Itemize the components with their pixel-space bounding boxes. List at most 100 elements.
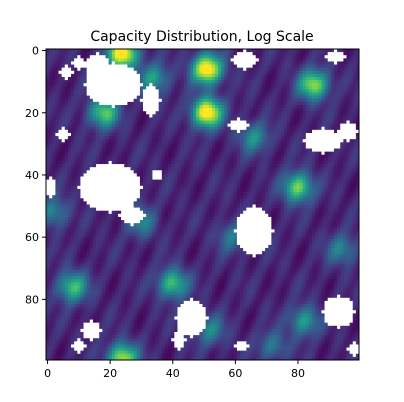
heatmap-cell: [171, 114, 175, 118]
heatmap-cell: [233, 145, 238, 149]
heatmap-cell: [287, 89, 291, 93]
heatmap-cell: [193, 160, 197, 165]
heatmap-cell: [280, 61, 285, 65]
heatmap-cell: [227, 132, 232, 137]
heatmap-cell: [67, 98, 72, 103]
heatmap-cell: [333, 132, 338, 137]
heatmap-cell: [155, 92, 160, 96]
heatmap-cell: [218, 142, 222, 146]
heatmap-cell: [221, 129, 225, 134]
heatmap-cell: [92, 170, 97, 174]
heatmap-cell: [152, 160, 156, 165]
heatmap-cell: [99, 129, 103, 134]
heatmap-cell: [355, 64, 359, 69]
heatmap-cell: [49, 145, 53, 149]
heatmap-cell: [252, 58, 257, 62]
heatmap-cell: [249, 157, 253, 162]
heatmap-cell: [143, 132, 147, 137]
heatmap-cell: [293, 195, 297, 199]
heatmap-cell: [146, 92, 150, 96]
heatmap-cell: [312, 142, 316, 146]
heatmap-cell: [349, 145, 354, 149]
heatmap-cell: [99, 142, 103, 146]
heatmap-cell: [349, 67, 354, 72]
heatmap-cell: [349, 101, 354, 106]
heatmap-cell: [161, 67, 166, 72]
heatmap-cell: [67, 49, 72, 53]
heatmap-cell: [136, 151, 141, 156]
heatmap-cell: [64, 111, 69, 115]
heatmap-cell: [168, 170, 172, 174]
heatmap-cell: [114, 145, 119, 149]
heatmap-cell: [249, 120, 253, 124]
heatmap-cell: [221, 148, 225, 152]
heatmap-cell: [293, 148, 297, 152]
heatmap-cell: [64, 101, 69, 106]
heatmap-cell: [236, 83, 241, 87]
heatmap-cell: [337, 58, 341, 62]
heatmap-cell: [255, 160, 260, 165]
heatmap-cell: [243, 170, 247, 174]
heatmap-cell: [258, 195, 263, 199]
heatmap-cell: [89, 142, 94, 146]
heatmap-cell: [324, 52, 329, 56]
heatmap-cell: [52, 198, 56, 202]
heatmap-cell: [224, 136, 228, 140]
heatmap-cell: [299, 83, 304, 87]
heatmap-cell: [215, 55, 219, 59]
heatmap-cell: [117, 58, 122, 62]
heatmap-cell: [136, 108, 141, 112]
heatmap-cell: [240, 123, 244, 128]
heatmap-cell: [180, 164, 185, 168]
heatmap-cell: [302, 170, 307, 174]
heatmap-cell: [49, 160, 53, 165]
heatmap-cell: [186, 101, 191, 106]
heatmap-cell: [333, 185, 338, 190]
heatmap-cell: [177, 164, 181, 168]
heatmap-cell: [290, 160, 294, 165]
heatmap-cell: [199, 104, 203, 109]
heatmap-cell: [340, 136, 344, 140]
heatmap-cell: [92, 104, 97, 109]
heatmap-cell: [108, 76, 113, 81]
heatmap-cell: [111, 52, 116, 56]
heatmap-cell: [299, 201, 304, 205]
heatmap-cell: [61, 154, 66, 159]
heatmap-cell: [265, 73, 269, 78]
heatmap-cell: [111, 95, 116, 100]
heatmap-cell: [265, 148, 269, 152]
heatmap-cell: [114, 95, 119, 100]
heatmap-cell: [171, 123, 175, 128]
heatmap-cell: [349, 108, 354, 112]
heatmap-cell: [330, 101, 335, 106]
heatmap-cell: [255, 67, 260, 72]
heatmap-cell: [321, 154, 325, 159]
heatmap-cell: [208, 104, 213, 109]
heatmap-cell: [205, 92, 210, 96]
heatmap-cell: [227, 64, 232, 69]
heatmap-cell: [117, 136, 122, 140]
heatmap-cell: [183, 148, 188, 152]
heatmap-cell: [208, 192, 213, 196]
heatmap-cell: [208, 173, 213, 177]
heatmap-cell: [99, 167, 103, 171]
heatmap-cell: [252, 176, 257, 180]
heatmap-cell: [164, 132, 169, 137]
heatmap-cell: [196, 126, 200, 131]
heatmap-cell: [171, 164, 175, 168]
heatmap-cell: [215, 123, 219, 128]
heatmap-cell: [133, 80, 138, 84]
heatmap-cell: [312, 123, 316, 128]
heatmap-cell: [127, 89, 131, 93]
heatmap-cell: [280, 70, 285, 75]
heatmap-cell: [268, 192, 272, 196]
heatmap-cell: [146, 136, 150, 140]
heatmap-cell: [149, 145, 153, 149]
heatmap-cell: [252, 108, 257, 112]
heatmap-cell: [261, 154, 266, 159]
heatmap-cell: [299, 157, 304, 162]
heatmap-cell: [49, 61, 53, 65]
heatmap-cell: [143, 111, 147, 115]
heatmap-cell: [283, 170, 288, 174]
heatmap-cell: [64, 185, 69, 190]
